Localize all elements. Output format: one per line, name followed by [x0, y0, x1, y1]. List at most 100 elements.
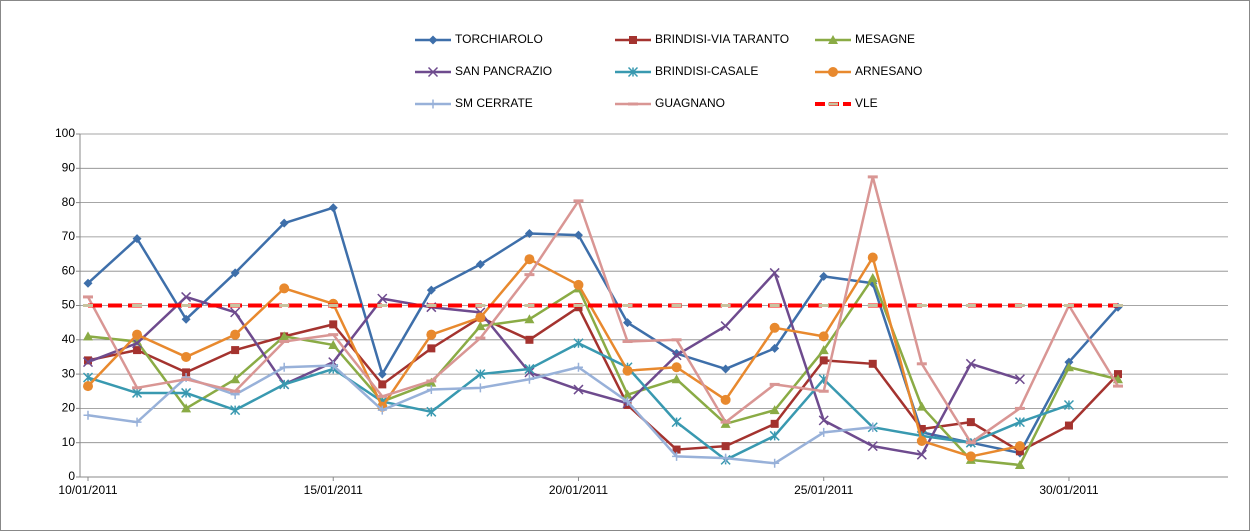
point — [132, 338, 143, 349]
point — [867, 273, 878, 283]
point — [426, 385, 436, 395]
point — [1113, 384, 1123, 388]
point — [867, 175, 878, 179]
point — [1014, 417, 1025, 428]
point — [828, 35, 838, 44]
point — [769, 322, 780, 333]
point — [132, 329, 143, 340]
point — [671, 350, 682, 361]
legend-label: MESAGNE — [855, 32, 915, 46]
point — [818, 304, 829, 307]
point — [868, 359, 877, 368]
legend-label: ARNESANO — [855, 64, 922, 78]
point — [328, 333, 339, 337]
point — [916, 362, 927, 366]
point — [671, 304, 682, 307]
point — [132, 417, 142, 427]
point — [426, 406, 437, 417]
point — [182, 368, 191, 377]
point — [181, 314, 191, 324]
point — [828, 102, 838, 106]
point — [965, 451, 976, 462]
point — [427, 344, 436, 353]
point — [377, 293, 388, 304]
point — [181, 304, 192, 307]
point — [524, 228, 534, 238]
point — [426, 285, 436, 295]
point — [426, 304, 437, 307]
point — [181, 291, 192, 302]
series-line — [86, 175, 1120, 444]
point — [867, 441, 878, 452]
point — [328, 304, 339, 307]
point — [916, 304, 927, 307]
x-tick-label: 25/01/2011 — [794, 483, 853, 497]
point — [1063, 304, 1074, 307]
y-tick-label: 60 — [62, 263, 76, 277]
point — [377, 369, 387, 379]
x-tick-label: 30/01/2011 — [1039, 483, 1098, 497]
point — [524, 254, 535, 265]
point — [378, 380, 387, 389]
point — [230, 389, 241, 393]
point — [132, 234, 142, 244]
point — [917, 424, 926, 433]
point — [181, 387, 192, 398]
point — [328, 339, 339, 349]
point — [475, 383, 485, 393]
point — [622, 340, 633, 344]
point — [770, 419, 779, 428]
series-line — [87, 206, 1119, 455]
point — [328, 361, 338, 371]
point — [427, 66, 439, 78]
point — [573, 230, 583, 240]
y-tick-label: 70 — [62, 229, 76, 243]
point — [328, 203, 338, 213]
point — [671, 338, 682, 342]
point — [720, 394, 731, 405]
point — [279, 331, 290, 341]
y-tick-label: 40 — [62, 332, 76, 346]
legend-label: SM CERRATE — [455, 96, 533, 110]
point — [769, 405, 780, 415]
point — [818, 345, 829, 355]
point — [83, 410, 93, 420]
point — [377, 304, 388, 307]
point — [867, 252, 878, 263]
point — [867, 304, 878, 307]
point — [524, 273, 535, 277]
point — [83, 278, 93, 288]
series — [83, 303, 1123, 308]
x-tick-label: 15/01/2011 — [304, 483, 363, 497]
point — [819, 356, 828, 365]
point — [1014, 459, 1025, 469]
series — [83, 273, 1123, 469]
legend-label: SAN PANCRAZIO — [455, 64, 552, 78]
point — [769, 382, 780, 386]
point — [377, 394, 388, 398]
y-tick-label: 80 — [62, 195, 76, 209]
point — [1014, 374, 1025, 385]
point — [573, 304, 584, 307]
point — [672, 445, 681, 454]
point — [1014, 441, 1025, 452]
point — [230, 329, 241, 340]
point — [720, 321, 731, 332]
point — [671, 374, 682, 384]
point — [132, 387, 143, 398]
point — [916, 401, 927, 411]
point — [181, 351, 192, 362]
point — [965, 304, 976, 307]
point — [230, 374, 241, 384]
point — [83, 295, 93, 299]
point — [428, 35, 438, 45]
point — [770, 343, 780, 353]
point — [1064, 357, 1074, 367]
series — [83, 361, 878, 468]
point — [524, 374, 534, 384]
point — [475, 304, 486, 307]
point — [573, 362, 583, 372]
point — [622, 365, 633, 376]
point — [916, 435, 927, 446]
